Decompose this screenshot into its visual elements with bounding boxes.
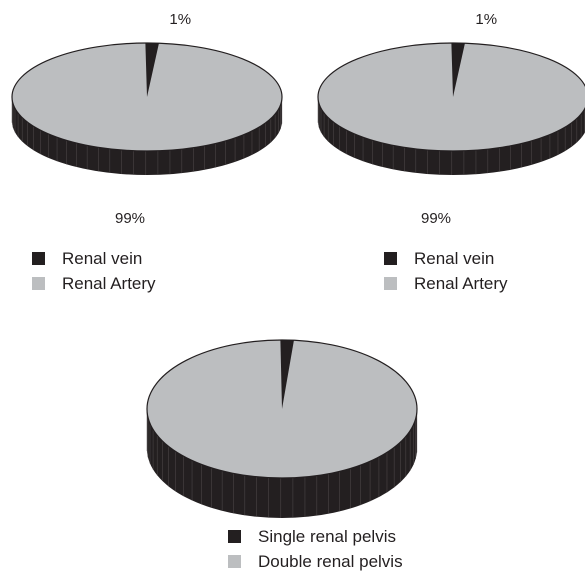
pie-slice-renal-artery <box>317 42 585 152</box>
legend-label: Renal Artery <box>414 274 508 293</box>
pie-chart-3 <box>130 325 430 518</box>
legend-swatch-dark <box>32 252 45 265</box>
legend-item: Renal Artery <box>32 271 156 296</box>
pie-side-wall <box>318 97 585 175</box>
pie-chart-2: 1% 99% <box>305 0 585 227</box>
data-label-small-slice: 1% <box>475 11 497 28</box>
legend-swatch-light <box>384 277 397 290</box>
legend-label: Renal Artery <box>62 274 156 293</box>
pie-chart-1: 1% 99% <box>0 0 300 227</box>
legend-item: Renal vein <box>32 246 156 271</box>
pie-slice-renal-vein <box>145 43 159 97</box>
pie-chart-3-svg <box>146 339 418 518</box>
legend-label: Renal vein <box>414 249 495 268</box>
legend-2: Renal vein Renal Artery <box>384 246 508 296</box>
pie-side-texture <box>11 98 283 175</box>
pie-slice-single-renal-pelvis <box>280 340 294 409</box>
pie-side-texture <box>317 98 585 175</box>
legend-label: Single renal pelvis <box>258 527 396 546</box>
data-label-large-slice: 99% <box>115 210 145 227</box>
legend-swatch-light <box>228 555 241 568</box>
pie-side-wall <box>12 97 282 175</box>
legend-item: Renal vein <box>384 246 508 271</box>
pie-chart-1-svg: 1% 99% <box>11 11 283 227</box>
legend-3: Single renal pelvis Double renal pelvis <box>228 524 403 574</box>
legend-1: Renal vein Renal Artery <box>32 246 156 296</box>
data-label-large-slice: 99% <box>421 210 451 227</box>
legend-item: Double renal pelvis <box>228 549 403 574</box>
legend-item: Single renal pelvis <box>228 524 403 549</box>
legend-label: Double renal pelvis <box>258 552 403 571</box>
legend-swatch-dark <box>228 530 241 543</box>
pie-slice-renal-vein <box>451 43 465 97</box>
pie-chart-2-svg: 1% 99% <box>317 11 585 227</box>
legend-label: Renal vein <box>62 249 143 268</box>
legend-swatch-light <box>32 277 45 290</box>
data-label-small-slice: 1% <box>169 11 191 28</box>
legend-swatch-dark <box>384 252 397 265</box>
legend-item: Renal Artery <box>384 271 508 296</box>
pie-side-wall <box>147 409 417 518</box>
pie-side-texture <box>146 411 418 518</box>
